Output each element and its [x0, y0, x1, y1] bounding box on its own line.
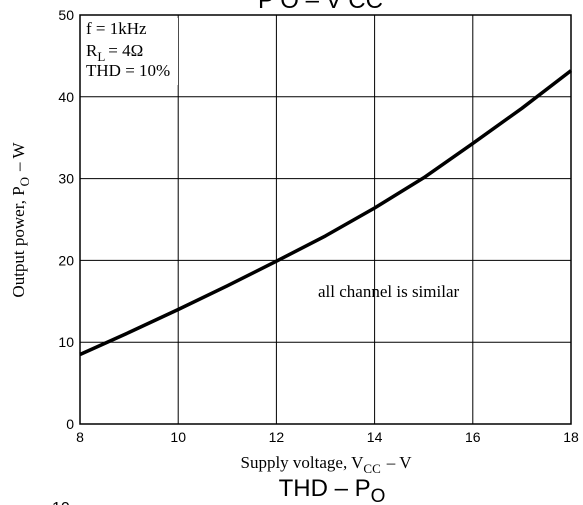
series-line-output-power: [79, 69, 573, 357]
x-tick-label-2: 12: [269, 429, 285, 445]
x-tick-label-5: 18: [563, 429, 579, 445]
conditions-box: [82, 18, 178, 85]
x-axis-label: Supply voltage, VCC – V: [240, 453, 412, 476]
y-tick-label-4: 40: [58, 89, 74, 105]
condition-load: RL = 4Ω: [86, 41, 143, 64]
condition-thd: THD = 10%: [86, 61, 170, 80]
top-title: P O – V CC: [258, 0, 383, 14]
y-tick-label-5: 50: [58, 7, 74, 23]
bottom-title: THD – PO: [279, 475, 386, 505]
x-tick-labels: 8 10 12 14 16 18: [76, 429, 579, 445]
y-tick-label-2: 20: [58, 252, 74, 268]
x-tick-label-3: 14: [367, 429, 383, 445]
y-tick-labels: 0 10 20 30 40 50: [58, 7, 74, 432]
x-tick-label-4: 16: [465, 429, 481, 445]
x-tick-label-0: 8: [76, 429, 84, 445]
y-axis-label: Output power, PO– W: [9, 141, 32, 297]
top-title-text: P O – V CC: [258, 0, 383, 14]
y-tick-label-3: 30: [58, 171, 74, 187]
y-tick-label-0: 0: [66, 416, 74, 432]
x-tick-label-1: 10: [170, 429, 186, 445]
condition-frequency: f = 1kHz: [86, 19, 147, 38]
y-tick-label-1: 10: [58, 334, 74, 350]
cut-label: 10: [52, 500, 70, 505]
grid: [80, 15, 571, 424]
annotation-all-channel: all channel is similar: [318, 282, 459, 301]
plot-frame: [79, 14, 572, 425]
